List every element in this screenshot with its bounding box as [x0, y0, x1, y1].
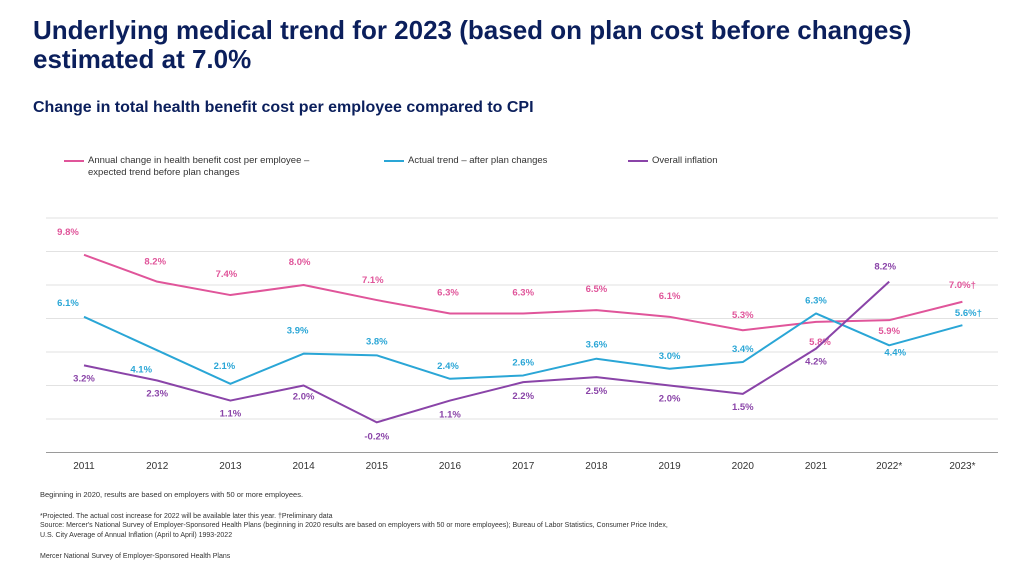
legend-swatch-inflation — [628, 160, 648, 162]
data-label-before-plan-changes: 6.5% — [586, 284, 608, 295]
note-projected: *Projected. The actual cost increase for… — [40, 513, 333, 520]
data-label-after-plan-changes: 6.3% — [805, 295, 827, 306]
legend-item-after-plan-changes: Actual trend – after plan changes — [384, 155, 584, 167]
legend-label-inflation: Overall inflation — [652, 155, 718, 166]
data-label-before-plan-changes: 7.4% — [216, 269, 238, 280]
data-label-after-plan-changes: 2.6% — [512, 357, 534, 368]
data-label-before-plan-changes: 6.3% — [512, 287, 534, 298]
legend-swatch-after — [384, 160, 404, 162]
legend-item-inflation: Overall inflation — [628, 155, 768, 167]
footer-source: Mercer National Survey of Employer-Spons… — [40, 553, 231, 560]
data-label-inflation: 4.2% — [805, 357, 827, 368]
data-label-inflation: -0.2% — [364, 431, 389, 442]
data-label-after-plan-changes: 4.4% — [884, 347, 906, 358]
legend-item-before-plan-changes: Annual change in health benefit cost per… — [64, 155, 324, 179]
data-label-before-plan-changes: 7.0%† — [949, 280, 976, 291]
data-label-after-plan-changes: 2.4% — [437, 361, 459, 372]
series-line-before-plan-changes — [83, 253, 963, 332]
data-label-after-plan-changes: 2.1% — [214, 361, 236, 372]
legend-swatch-before — [64, 160, 84, 162]
series-line-after-plan-changes — [83, 312, 963, 385]
data-label-before-plan-changes: 6.3% — [437, 287, 459, 298]
note-source-cont: U.S. City Average of Annual Inflation (A… — [40, 532, 233, 539]
data-label-inflation: 3.2% — [73, 373, 95, 384]
data-label-before-plan-changes: 8.0% — [289, 257, 311, 268]
data-label-after-plan-changes: 3.9% — [287, 326, 309, 337]
data-label-before-plan-changes: 5.3% — [732, 310, 754, 321]
data-label-after-plan-changes: 3.6% — [586, 340, 608, 351]
data-label-inflation: 2.3% — [146, 388, 168, 399]
x-tick-label: 2017 — [512, 461, 535, 472]
data-label-inflation: 1.1% — [439, 410, 461, 421]
x-tick-label: 2023* — [949, 461, 975, 472]
data-label-inflation: 1.5% — [732, 402, 754, 413]
note-source: Source: Mercer's National Survey of Empl… — [40, 522, 668, 529]
data-label-after-plan-changes: 6.1% — [57, 298, 79, 309]
data-label-after-plan-changes: 3.4% — [732, 344, 754, 355]
x-tick-label: 2014 — [292, 461, 315, 472]
data-label-before-plan-changes: 6.1% — [659, 291, 681, 302]
x-tick-label: 2020 — [732, 461, 755, 472]
x-tick-label: 2018 — [585, 461, 608, 472]
data-label-before-plan-changes: 5.8% — [809, 337, 831, 348]
data-label-before-plan-changes: 5.9% — [878, 326, 900, 337]
data-label-after-plan-changes: 3.8% — [366, 336, 388, 347]
x-tick-label: 2019 — [658, 461, 681, 472]
legend-label-after: Actual trend – after plan changes — [408, 155, 548, 166]
chart-title: Underlying medical trend for 2023 (based… — [33, 15, 912, 74]
legend-label-before: Annual change in health benefit cost per… — [88, 155, 310, 178]
data-label-before-plan-changes: 7.1% — [362, 275, 384, 286]
data-label-after-plan-changes: 5.6%† — [955, 308, 982, 319]
data-label-after-plan-changes: 4.1% — [130, 364, 152, 375]
x-tick-label: 2015 — [366, 461, 389, 472]
series-line-inflation — [83, 280, 890, 424]
data-label-inflation: 2.5% — [586, 386, 608, 397]
x-tick-label: 2011 — [73, 461, 95, 472]
data-label-after-plan-changes: 3.0% — [659, 351, 681, 362]
x-tick-label: 2013 — [219, 461, 242, 472]
x-tick-label: 2022* — [876, 461, 902, 472]
note-employers: Beginning in 2020, results are based on … — [40, 490, 304, 499]
x-tick-label: 2016 — [439, 461, 462, 472]
data-label-inflation: 8.2% — [874, 262, 896, 273]
data-label-before-plan-changes: 9.8% — [57, 227, 79, 238]
data-label-before-plan-changes: 8.2% — [144, 257, 166, 268]
data-label-inflation: 2.2% — [512, 391, 534, 402]
data-label-inflation: 2.0% — [293, 392, 315, 403]
x-tick-label: 2021 — [805, 461, 828, 472]
data-label-inflation: 1.1% — [220, 409, 242, 420]
chart-subtitle: Change in total health benefit cost per … — [33, 99, 534, 116]
x-tick-label: 2012 — [146, 461, 169, 472]
data-label-inflation: 2.0% — [659, 394, 681, 405]
